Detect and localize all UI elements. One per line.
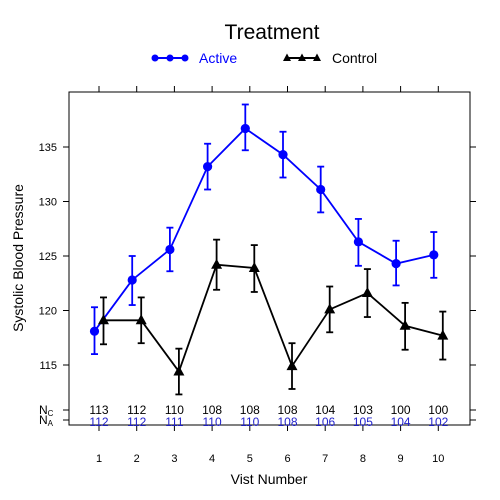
control-count: 108 <box>277 403 297 417</box>
data-point <box>203 162 213 172</box>
series-line <box>103 263 444 374</box>
x-tick-label: 6 <box>284 453 290 465</box>
data-point <box>353 237 363 247</box>
at-risk-table: NCNA113112112112110111108110108110108108… <box>39 403 449 429</box>
x-tick-label: 7 <box>322 453 328 465</box>
data-point <box>278 150 288 160</box>
data-point <box>429 250 439 260</box>
control-count: 103 <box>353 403 373 417</box>
active-count: 102 <box>428 415 448 429</box>
control-count: 100 <box>428 403 448 417</box>
control-count: 112 <box>127 403 146 417</box>
active-count: 104 <box>391 415 411 429</box>
active-count: 110 <box>240 415 259 429</box>
y-tick-label: 130 <box>39 197 57 209</box>
data-point <box>173 365 185 376</box>
series-line <box>93 127 435 332</box>
x-tick-label: 2 <box>134 453 140 465</box>
active-count: 112 <box>127 415 146 429</box>
y-axis-label: Systolic Blood Pressure <box>10 184 26 332</box>
control-count: 113 <box>89 403 108 417</box>
control-count: 104 <box>315 403 335 417</box>
data-point <box>98 314 109 325</box>
x-tick-label: 10 <box>432 453 444 465</box>
series-control <box>98 238 449 396</box>
y-tick-label: 115 <box>39 360 57 372</box>
plot-frame <box>68 91 471 426</box>
data-point <box>437 329 449 340</box>
control-count: 110 <box>165 403 184 417</box>
control-count: 108 <box>240 403 260 417</box>
legend-marker <box>313 53 321 61</box>
data-point <box>316 184 326 195</box>
data-point <box>211 258 223 269</box>
active-count: 106 <box>315 415 335 429</box>
legend-label: Control <box>332 50 377 66</box>
data-point <box>286 360 298 371</box>
x-tick-label: 3 <box>171 453 177 465</box>
data-point <box>89 326 100 336</box>
active-count: 110 <box>203 415 222 429</box>
x-tick-label: 5 <box>247 453 253 465</box>
chart-title: Treatment <box>225 21 320 44</box>
y-tick-label: 120 <box>39 306 57 318</box>
x-axis-label: Vist Number <box>231 471 308 487</box>
legend: Active Control <box>151 50 377 66</box>
data-point <box>240 123 250 134</box>
axes: 1 2 3 4 5 6 7 8 9 10 115 120 125 130 135 <box>39 86 476 465</box>
data-point <box>127 275 137 285</box>
data-point <box>248 261 260 272</box>
active-count: 112 <box>89 415 108 429</box>
legend-marker <box>181 54 189 62</box>
data-point <box>135 314 147 325</box>
control-count: 108 <box>202 403 222 417</box>
legend-item-control: Control <box>283 50 377 66</box>
active-count: 111 <box>165 415 184 429</box>
control-count: 100 <box>391 403 411 417</box>
y-tick-label: 125 <box>39 251 57 263</box>
legend-marker <box>283 53 291 61</box>
legend-marker <box>151 54 159 62</box>
legend-label: Active <box>199 50 237 66</box>
y-tick-label: 135 <box>39 142 57 154</box>
legend-item-active: Active <box>151 50 237 66</box>
x-tick-label: 9 <box>398 453 404 465</box>
active-count: 105 <box>353 415 373 429</box>
data-point <box>361 287 373 298</box>
data-point <box>399 319 411 330</box>
data-point <box>324 303 336 314</box>
x-tick-label: 4 <box>209 453 215 465</box>
data-point <box>391 259 401 269</box>
active-count: 108 <box>277 415 297 429</box>
x-tick-label: 8 <box>360 453 366 465</box>
legend-marker <box>166 54 174 62</box>
data-point <box>165 244 175 255</box>
x-tick-label: 1 <box>96 453 102 465</box>
legend-marker <box>298 53 306 61</box>
series-active <box>89 103 439 356</box>
series-layer <box>89 103 449 396</box>
